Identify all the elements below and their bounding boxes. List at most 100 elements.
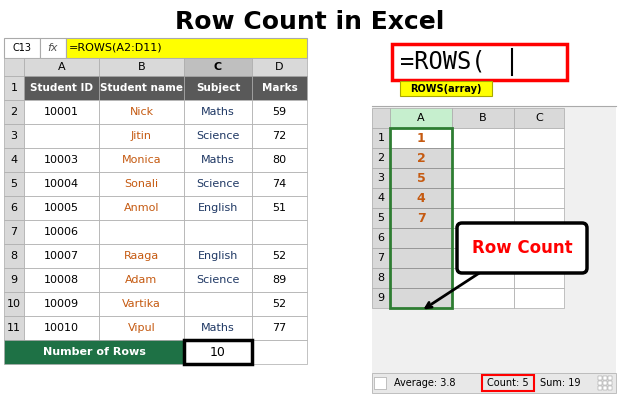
Text: Jitin: Jitin — [131, 131, 152, 141]
Text: 2: 2 — [11, 107, 17, 117]
Bar — [252, 244, 307, 268]
Bar — [184, 148, 252, 172]
Bar — [4, 244, 24, 268]
Bar — [252, 148, 307, 172]
Text: 77: 77 — [272, 323, 286, 333]
Bar — [184, 172, 252, 196]
Bar — [99, 172, 184, 196]
Bar — [4, 38, 40, 58]
Bar — [252, 76, 307, 100]
Bar — [4, 316, 24, 340]
Text: 52: 52 — [272, 251, 286, 261]
Bar — [390, 248, 452, 268]
Text: 7: 7 — [378, 253, 384, 263]
Bar — [4, 100, 24, 124]
FancyBboxPatch shape — [457, 223, 587, 273]
Bar — [4, 292, 24, 316]
Text: 2: 2 — [417, 152, 425, 164]
Text: Maths: Maths — [201, 107, 235, 117]
Text: 1: 1 — [11, 83, 17, 93]
Bar — [252, 58, 307, 76]
Bar — [24, 316, 99, 340]
Bar — [608, 386, 612, 390]
Text: A: A — [417, 113, 425, 123]
Text: D: D — [275, 62, 284, 72]
Bar — [514, 288, 564, 308]
Text: 10009: 10009 — [44, 299, 79, 309]
Bar — [390, 288, 452, 308]
Bar — [24, 58, 99, 76]
Bar — [514, 168, 564, 188]
Bar — [390, 168, 452, 188]
Text: A: A — [58, 62, 65, 72]
Text: 59: 59 — [272, 107, 286, 117]
Bar — [99, 316, 184, 340]
Bar — [24, 100, 99, 124]
Text: Maths: Maths — [201, 155, 235, 165]
Bar — [452, 128, 514, 148]
Bar — [24, 148, 99, 172]
Bar — [184, 124, 252, 148]
Text: 10008: 10008 — [44, 275, 79, 285]
Bar — [184, 316, 252, 340]
Bar — [99, 196, 184, 220]
Text: B: B — [138, 62, 145, 72]
Bar — [99, 148, 184, 172]
Bar — [372, 128, 390, 148]
Bar — [372, 228, 390, 248]
Text: 80: 80 — [272, 155, 286, 165]
Bar — [4, 268, 24, 292]
Bar — [598, 376, 602, 380]
Bar — [184, 268, 252, 292]
Text: Number of Rows: Number of Rows — [43, 347, 146, 357]
Bar — [252, 340, 307, 364]
Bar — [99, 100, 184, 124]
Bar — [66, 38, 307, 58]
Text: C13: C13 — [12, 43, 32, 53]
Text: Sum: 19: Sum: 19 — [540, 378, 580, 388]
Bar — [514, 248, 564, 268]
Bar — [4, 220, 24, 244]
Bar — [24, 76, 99, 100]
Text: 10: 10 — [7, 299, 21, 309]
Text: Vartika: Vartika — [122, 299, 161, 309]
Text: Student name: Student name — [100, 83, 183, 93]
Text: 8: 8 — [378, 273, 384, 283]
Bar — [452, 248, 514, 268]
Text: 11: 11 — [7, 323, 21, 333]
Text: 9: 9 — [11, 275, 17, 285]
Bar — [99, 220, 184, 244]
Bar — [390, 268, 452, 288]
Bar — [608, 376, 612, 380]
Text: Average: 3.8: Average: 3.8 — [394, 378, 456, 388]
Text: 5: 5 — [11, 179, 17, 189]
Text: Count: 5: Count: 5 — [487, 378, 529, 388]
Text: Raaga: Raaga — [124, 251, 159, 261]
Bar — [598, 386, 602, 390]
Text: Sonali: Sonali — [125, 179, 159, 189]
Bar — [608, 381, 612, 385]
Text: ROWS(array): ROWS(array) — [410, 83, 482, 94]
Text: Marks: Marks — [262, 83, 298, 93]
Text: English: English — [198, 203, 238, 213]
Bar — [372, 268, 390, 288]
Bar — [24, 196, 99, 220]
Bar — [514, 108, 564, 128]
Bar — [390, 128, 452, 148]
Text: =ROWS(A2:D11): =ROWS(A2:D11) — [69, 43, 162, 53]
Bar — [184, 100, 252, 124]
Text: Row Count in Excel: Row Count in Excel — [175, 10, 445, 34]
Bar — [4, 76, 24, 100]
Bar — [372, 373, 616, 393]
Bar — [390, 228, 452, 248]
Bar — [184, 220, 252, 244]
Text: 10004: 10004 — [44, 179, 79, 189]
Bar — [4, 340, 184, 364]
Bar — [99, 268, 184, 292]
Text: Vipul: Vipul — [128, 323, 156, 333]
Bar — [40, 38, 66, 58]
Text: 5: 5 — [378, 213, 384, 223]
Bar — [24, 268, 99, 292]
Text: fx: fx — [48, 43, 58, 53]
Bar — [372, 288, 390, 308]
